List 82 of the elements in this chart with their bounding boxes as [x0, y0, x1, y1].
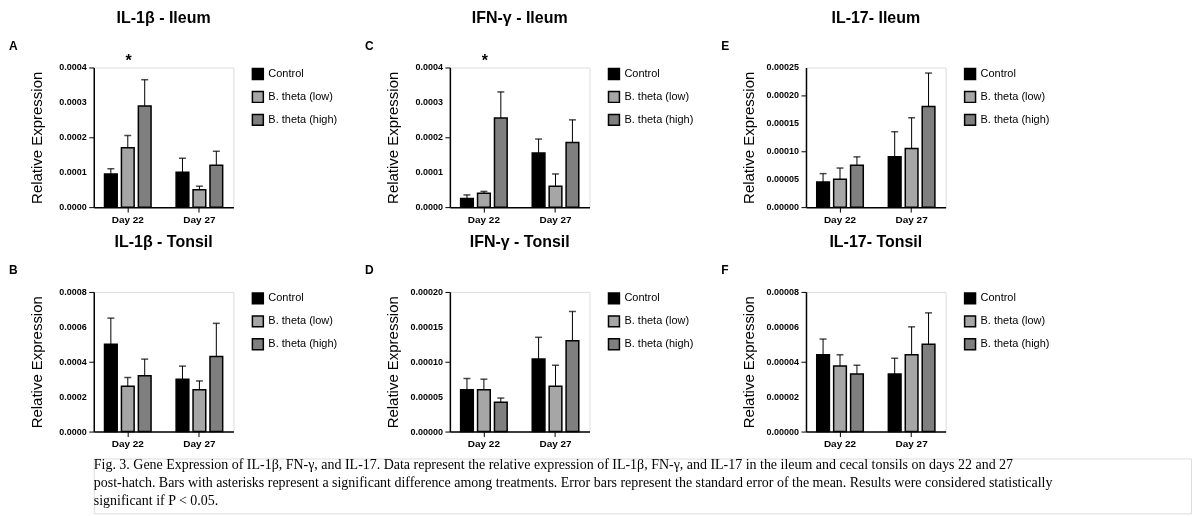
y-tick-label: 0.0001 [415, 167, 443, 178]
y-axis-title: Relative Expression [384, 296, 402, 429]
x-tick-label: Day 22 [111, 213, 145, 225]
y-tick-label: 0.00015 [766, 118, 800, 129]
y-tick-label: 0.0002 [415, 132, 443, 143]
y-tick-label: 0.00000 [410, 426, 443, 437]
y-tick-label: 0.00006 [766, 321, 800, 332]
legend-label: B. theta (low) [268, 89, 333, 102]
x-tick-label: Day 27 [539, 213, 573, 225]
y-tick-label: 0.00010 [410, 356, 443, 367]
x-tick-label: Day 22 [823, 438, 857, 450]
chart-title: IL-17- Tonsil [829, 233, 923, 251]
chart-title: IL-1β - Tonsil [114, 233, 213, 251]
y-tick-label: 0.00005 [410, 391, 443, 402]
legend-label: Control [980, 66, 1016, 79]
annotation: * [125, 52, 133, 70]
y-tick-label: 0.0002 [59, 132, 87, 143]
text: F [721, 262, 729, 277]
y-axis-title: Relative Expression [27, 296, 45, 429]
x-tick-label: Day 27 [183, 438, 216, 450]
legend-label: Control [268, 291, 304, 304]
y-tick-label: 0.0000 [59, 426, 87, 437]
x-tick-label: Day 22 [467, 213, 501, 225]
y-tick-label: 0.00025 [766, 62, 800, 73]
y-tick-label: 0.0006 [59, 321, 87, 332]
annotation: * [481, 52, 489, 70]
x-tick-label: Day 22 [111, 438, 145, 450]
y-tick-label: 0.00015 [410, 321, 443, 332]
y-tick-label: 0.00020 [410, 286, 443, 297]
text: B [8, 262, 18, 277]
caption: Fig. 3. Gene Expression of IL-1β, FN-γ, and IL-17. Data represent the relative expression of IL-1β, FN-γ, and IL-17 in the ileum and cecal tonsils on days 22 and 27 post-hatch. Bars with asterisks represent a significant difference among treatments. Error bars represent the standard error of the mean. Results were considered statistically significant if P < 0.05. [93, 457, 1053, 509]
y-tick-label: 0.0003 [59, 97, 87, 108]
text: A [8, 38, 18, 53]
y-axis-title: Relative Expression [740, 296, 758, 429]
x-tick-label: Day 27 [183, 213, 216, 225]
y-tick-label: 0.00020 [766, 90, 800, 101]
y-axis-title: Relative Expression [27, 71, 45, 204]
chart-title: IL-1β - Ileum [116, 8, 211, 26]
legend-label: B. theta (low) [624, 89, 690, 102]
y-axis-title: Relative Expression [384, 71, 402, 204]
x-tick-label: Day 22 [823, 213, 857, 225]
legend-label: Control [624, 291, 660, 304]
y-tick-label: 0.00000 [766, 426, 800, 437]
chart-title: IFN-γ - Ileum [471, 8, 568, 26]
y-tick-label: 0.0004 [415, 62, 443, 73]
chart-title: IFN-γ - Tonsil [469, 233, 570, 251]
y-tick-label: 0.00000 [766, 202, 800, 213]
legend-label: B. theta (high) [980, 337, 1050, 350]
y-tick-label: 0.0004 [59, 62, 87, 73]
legend-label: B. theta (low) [980, 314, 1046, 327]
text: C [365, 38, 375, 53]
legend-label: B. theta (high) [980, 112, 1050, 125]
y-tick-label: 0.0000 [415, 202, 443, 213]
y-tick-label: 0.0002 [59, 391, 87, 402]
y-tick-label: 0.00008 [766, 286, 800, 297]
y-tick-label: 0.0004 [59, 356, 87, 367]
legend-label: B. theta (high) [268, 112, 338, 125]
legend-label: B. theta (low) [980, 89, 1046, 102]
legend-label: B. theta (high) [624, 337, 694, 350]
legend-label: B. theta (low) [268, 314, 333, 327]
legend-label: B. theta (high) [624, 112, 694, 125]
y-tick-label: 0.0008 [59, 286, 87, 297]
x-tick-label: Day 22 [467, 438, 501, 450]
y-tick-label: 0.00005 [766, 174, 800, 185]
legend-label: B. theta (high) [268, 337, 338, 350]
y-tick-label: 0.0000 [59, 202, 87, 213]
y-axis-title: Relative Expression [740, 71, 758, 204]
text: D [365, 262, 375, 277]
y-tick-label: 0.0001 [59, 167, 87, 178]
legend-label: Control [268, 66, 304, 79]
legend-label: B. theta (low) [624, 314, 690, 327]
y-tick-label: 0.00002 [766, 391, 800, 402]
x-tick-label: Day 27 [539, 438, 573, 450]
x-tick-label: Day 27 [895, 213, 929, 225]
y-tick-label: 0.00010 [766, 146, 800, 157]
text: E [721, 38, 730, 53]
legend-label: Control [980, 291, 1016, 304]
legend-label: Control [624, 66, 660, 79]
x-tick-label: Day 27 [895, 438, 929, 450]
y-tick-label: 0.00004 [766, 356, 800, 367]
chart-title: IL-17- Ileum [831, 8, 921, 26]
y-tick-label: 0.0003 [415, 97, 443, 108]
